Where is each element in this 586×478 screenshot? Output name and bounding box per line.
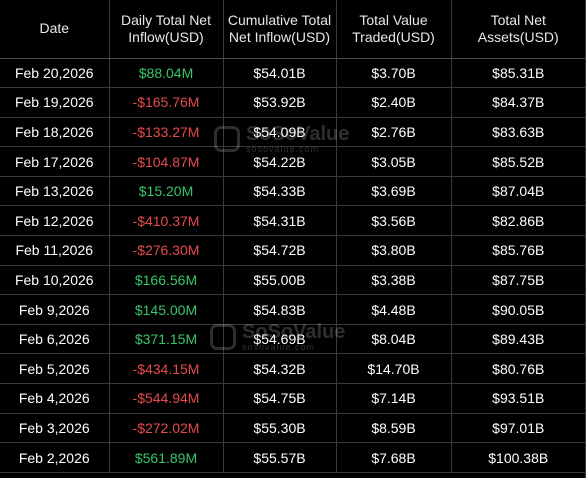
total-value-traded-cell: $7.68B — [336, 442, 452, 473]
date-cell: Feb 19,2026 — [0, 87, 110, 118]
table-row[interactable]: Feb 4,2026 -$544.94M $54.75B $7.14B $93.51B — [0, 383, 585, 414]
total-value-traded-cell: $3.56B — [336, 205, 452, 237]
daily-inflow-cell: -$544.94M — [109, 383, 224, 414]
daily-inflow-cell: -$410.37M — [109, 205, 224, 237]
total-net-assets-cell: $82.86B — [451, 205, 585, 237]
header-date[interactable]: Date — [0, 0, 110, 59]
cumulative-inflow-cell: $54.75B — [223, 383, 337, 414]
total-value-traded-cell: $3.69B — [336, 176, 452, 207]
table-row[interactable]: Feb 18,2026 -$133.27M $54.09B $2.76B $83.63B — [0, 117, 585, 148]
total-net-assets-cell: $97.01B — [451, 413, 585, 444]
daily-inflow-cell: $145.00M — [109, 294, 224, 325]
total-value-traded-cell: $14.70B — [336, 353, 452, 385]
date-cell: Feb 13,2026 — [0, 176, 110, 207]
total-net-assets-cell: $85.31B — [451, 58, 585, 89]
cumulative-inflow-cell: $53.92B — [223, 87, 337, 118]
date-cell: Feb 2,2026 — [0, 442, 110, 473]
cumulative-inflow-cell: $54.72B — [223, 235, 337, 266]
daily-inflow-cell: -$133.27M — [109, 117, 224, 148]
daily-inflow-cell: -$104.87M — [109, 146, 224, 177]
total-value-traded-cell: $8.59B — [336, 413, 452, 444]
cumulative-inflow-cell: $55.57B — [223, 442, 337, 473]
daily-inflow-cell: $166.56M — [109, 265, 224, 296]
total-value-traded-cell: $2.40B — [336, 87, 452, 118]
total-value-traded-cell: $8.04B — [336, 324, 452, 355]
daily-inflow-cell: -$276.30M — [109, 235, 224, 266]
total-net-assets-cell: $85.76B — [451, 235, 585, 266]
total-value-traded-cell: $3.05B — [336, 146, 452, 177]
total-net-assets-cell: $89.43B — [451, 324, 585, 355]
header-cumulative-net-inflow[interactable]: Cumulative Total Net Inflow(USD) — [223, 0, 337, 59]
daily-inflow-cell: $561.89M — [109, 442, 224, 473]
date-cell: Feb 20,2026 — [0, 58, 110, 89]
total-value-traded-cell: $4.48B — [336, 294, 452, 325]
date-cell: Feb 12,2026 — [0, 205, 110, 237]
total-value-traded-cell: $3.70B — [336, 58, 452, 89]
total-net-assets-cell: $87.75B — [451, 265, 585, 296]
table-row[interactable]: Feb 13,2026 $15.20M $54.33B $3.69B $87.04B — [0, 176, 585, 207]
table-row[interactable]: Feb 17,2026 -$104.87M $54.22B $3.05B $85.52B — [0, 146, 585, 177]
cumulative-inflow-cell: $55.00B — [223, 265, 337, 296]
table-row[interactable]: Feb 20,2026 $88.04M $54.01B $3.70B $85.31B — [0, 58, 585, 89]
table-row[interactable]: Feb 3,2026 -$272.02M $55.30B $8.59B $97.01B — [0, 413, 585, 444]
cumulative-inflow-cell: $54.22B — [223, 146, 337, 177]
cumulative-inflow-cell: $54.69B — [223, 324, 337, 355]
date-cell: Feb 3,2026 — [0, 413, 110, 444]
header-total-value-traded[interactable]: Total Value Traded(USD) — [336, 0, 452, 59]
total-value-traded-cell: $2.76B — [336, 117, 452, 148]
daily-inflow-cell: -$272.02M — [109, 413, 224, 444]
table-row[interactable]: Feb 11,2026 -$276.30M $54.72B $3.80B $85.76B — [0, 235, 585, 266]
date-cell: Feb 10,2026 — [0, 265, 110, 296]
daily-inflow-cell: -$434.15M — [109, 353, 224, 385]
date-cell: Feb 9,2026 — [0, 294, 110, 325]
header-daily-net-inflow[interactable]: Daily Total Net Inflow(USD) — [109, 0, 224, 59]
date-cell: Feb 6,2026 — [0, 324, 110, 355]
table-row[interactable]: Feb 5,2026 -$434.15M $54.32B $14.70B $80.76B — [0, 353, 585, 385]
date-cell: Feb 5,2026 — [0, 353, 110, 385]
cumulative-inflow-cell: $55.30B — [223, 413, 337, 444]
total-value-traded-cell: $3.38B — [336, 265, 452, 296]
header-total-net-assets[interactable]: Total Net Assets(USD) — [451, 0, 585, 59]
cumulative-inflow-cell: $54.83B — [223, 294, 337, 325]
daily-inflow-cell: $88.04M — [109, 58, 224, 89]
table-row[interactable]: Feb 2,2026 $561.89M $55.57B $7.68B $100.38B — [0, 442, 585, 473]
total-value-traded-cell: $3.80B — [336, 235, 452, 266]
cumulative-inflow-cell: $54.09B — [223, 117, 337, 148]
total-net-assets-cell: $90.05B — [451, 294, 585, 325]
date-cell: Feb 11,2026 — [0, 235, 110, 266]
cumulative-inflow-cell: $54.01B — [223, 58, 337, 89]
date-cell: Feb 18,2026 — [0, 117, 110, 148]
table-row[interactable]: Feb 12,2026 -$410.37M $54.31B $3.56B $82.86B — [0, 205, 585, 237]
cumulative-inflow-cell: $54.32B — [223, 353, 337, 385]
total-net-assets-cell: $85.52B — [451, 146, 585, 177]
table-header-row: Date Daily Total Net Inflow(USD) Cumulat… — [0, 0, 585, 59]
total-net-assets-cell: $83.63B — [451, 117, 585, 148]
total-net-assets-cell: $100.38B — [451, 442, 585, 473]
total-net-assets-cell: $87.04B — [451, 176, 585, 207]
date-cell: Feb 17,2026 — [0, 146, 110, 177]
total-value-traded-cell: $7.14B — [336, 383, 452, 414]
daily-inflow-cell: $15.20M — [109, 176, 224, 207]
total-net-assets-cell: $93.51B — [451, 383, 585, 414]
date-cell: Feb 4,2026 — [0, 383, 110, 414]
table-row[interactable]: Feb 9,2026 $145.00M $54.83B $4.48B $90.05B — [0, 294, 585, 325]
daily-inflow-cell: -$165.76M — [109, 87, 224, 118]
table-row[interactable]: Feb 10,2026 $166.56M $55.00B $3.38B $87.75B — [0, 265, 585, 296]
cumulative-inflow-cell: $54.31B — [223, 205, 337, 237]
table-row[interactable]: Feb 6,2026 $371.15M $54.69B $8.04B $89.43B — [0, 324, 585, 355]
table-row[interactable]: Feb 19,2026 -$165.76M $53.92B $2.40B $84.37B — [0, 87, 585, 118]
total-net-assets-cell: $84.37B — [451, 87, 585, 118]
cumulative-inflow-cell: $54.33B — [223, 176, 337, 207]
total-net-assets-cell: $80.76B — [451, 353, 585, 385]
daily-inflow-cell: $371.15M — [109, 324, 224, 355]
table-body: Feb 20,2026 $88.04M $54.01B $3.70B $85.31B Fe… — [0, 58, 585, 473]
